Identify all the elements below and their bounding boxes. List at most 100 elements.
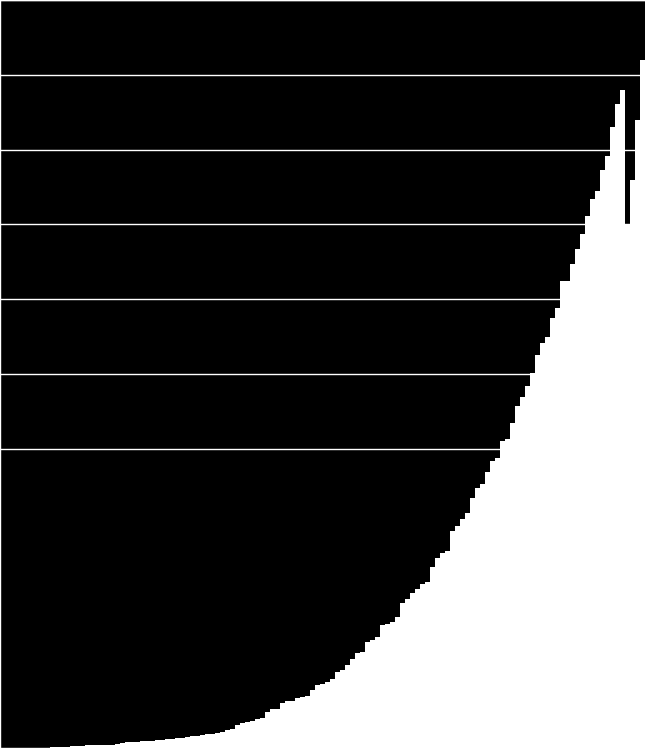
- Bar: [120, 744, 125, 748]
- Bar: [300, 697, 305, 748]
- Bar: [400, 603, 405, 748]
- Bar: [170, 738, 175, 748]
- Bar: [285, 701, 290, 748]
- Bar: [315, 685, 320, 748]
- Bar: [105, 745, 110, 748]
- Bar: [90, 745, 95, 748]
- Bar: [625, 224, 630, 748]
- Bar: [96, 745, 99, 748]
- Bar: [406, 598, 410, 748]
- Bar: [140, 741, 145, 748]
- Bar: [280, 703, 285, 748]
- Bar: [480, 484, 485, 748]
- Bar: [500, 441, 504, 748]
- Bar: [365, 642, 370, 748]
- Bar: [85, 745, 90, 748]
- Bar: [616, 104, 619, 748]
- Bar: [265, 711, 270, 748]
- Bar: [510, 423, 515, 748]
- Bar: [295, 698, 300, 748]
- Bar: [555, 308, 560, 748]
- Bar: [245, 722, 250, 748]
- Bar: [585, 216, 590, 748]
- Bar: [385, 624, 390, 748]
- Bar: [125, 743, 130, 748]
- Bar: [515, 405, 520, 748]
- Bar: [360, 652, 365, 748]
- Bar: [81, 746, 84, 748]
- Bar: [635, 120, 640, 748]
- Bar: [490, 461, 495, 748]
- Bar: [370, 640, 374, 748]
- Bar: [645, 0, 650, 748]
- Bar: [240, 723, 244, 748]
- Bar: [155, 740, 160, 748]
- Bar: [356, 654, 359, 748]
- Bar: [525, 386, 530, 748]
- Bar: [205, 735, 210, 748]
- Bar: [211, 735, 214, 748]
- Bar: [325, 682, 330, 748]
- Bar: [161, 740, 164, 748]
- Bar: [410, 593, 415, 748]
- Bar: [55, 747, 60, 748]
- Bar: [220, 732, 225, 748]
- Bar: [75, 746, 80, 748]
- Bar: [395, 617, 400, 748]
- Bar: [610, 127, 615, 748]
- Bar: [455, 527, 460, 748]
- Bar: [235, 725, 240, 748]
- Bar: [475, 488, 480, 748]
- Bar: [130, 742, 135, 748]
- Bar: [180, 738, 185, 748]
- Bar: [630, 180, 634, 748]
- Bar: [605, 156, 610, 748]
- Bar: [135, 742, 140, 748]
- Bar: [551, 319, 554, 748]
- Bar: [345, 665, 350, 748]
- Bar: [185, 738, 190, 748]
- Bar: [330, 679, 335, 748]
- Bar: [425, 582, 430, 748]
- Bar: [570, 264, 575, 748]
- Bar: [335, 672, 340, 748]
- Bar: [436, 558, 439, 748]
- Bar: [230, 729, 235, 748]
- Bar: [111, 745, 114, 748]
- Bar: [430, 567, 435, 748]
- Bar: [176, 738, 179, 748]
- Bar: [260, 717, 265, 748]
- Bar: [65, 747, 70, 748]
- Bar: [450, 531, 455, 748]
- Bar: [566, 280, 569, 748]
- Bar: [440, 553, 445, 748]
- Bar: [270, 709, 275, 748]
- Bar: [595, 191, 600, 748]
- Bar: [560, 281, 565, 748]
- Bar: [575, 249, 580, 748]
- Bar: [200, 735, 205, 748]
- Bar: [486, 472, 489, 748]
- Bar: [540, 343, 545, 748]
- Bar: [60, 747, 65, 748]
- Bar: [150, 741, 155, 748]
- Bar: [590, 199, 595, 748]
- Bar: [465, 513, 470, 748]
- Bar: [520, 396, 525, 748]
- Bar: [306, 696, 309, 748]
- Bar: [310, 690, 315, 748]
- Bar: [70, 746, 75, 748]
- Bar: [165, 739, 170, 748]
- Bar: [255, 720, 260, 748]
- Bar: [291, 701, 294, 748]
- Bar: [445, 551, 450, 748]
- Bar: [100, 745, 105, 748]
- Bar: [215, 732, 220, 748]
- Bar: [471, 497, 474, 748]
- Bar: [640, 60, 645, 748]
- Bar: [380, 625, 385, 748]
- Bar: [545, 337, 550, 748]
- Bar: [505, 439, 510, 748]
- Bar: [390, 622, 395, 748]
- Bar: [601, 170, 604, 748]
